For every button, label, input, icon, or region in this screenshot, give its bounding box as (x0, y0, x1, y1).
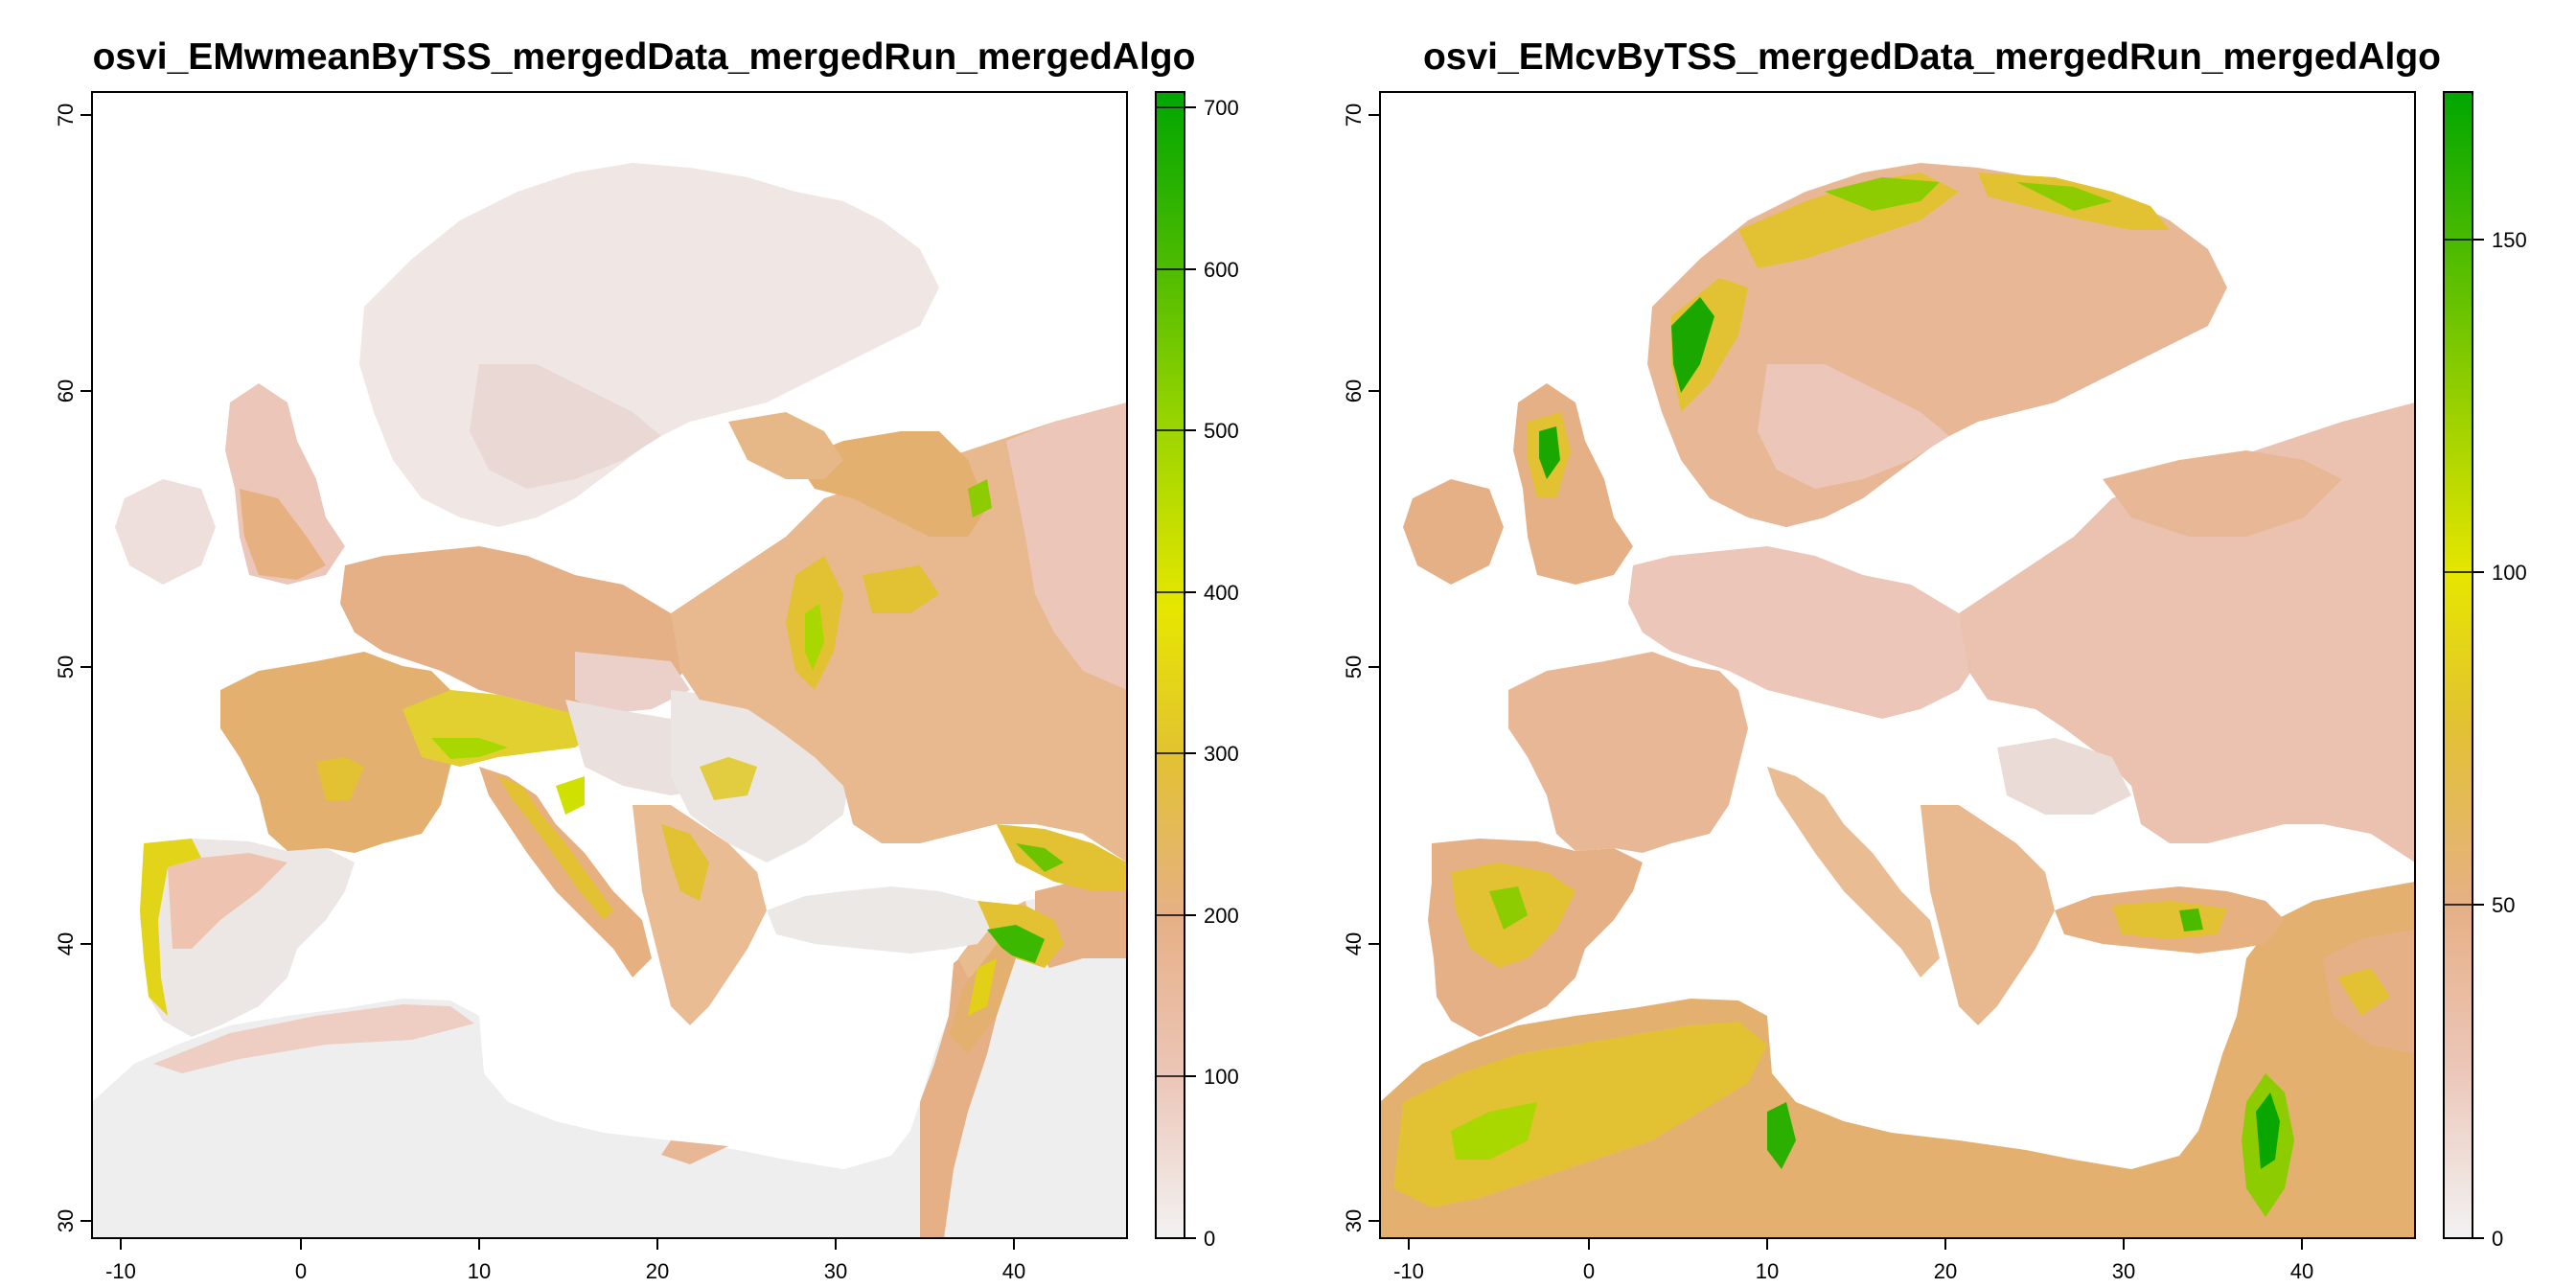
legend-tick-label: 100 (2492, 561, 2527, 585)
legend-tick-label: 0 (2492, 1227, 2503, 1251)
x-axis: -10 0 10 20 30 40 (105, 1238, 1025, 1283)
x-tick-label: 30 (824, 1259, 847, 1283)
x-tick-label: -10 (1393, 1259, 1424, 1283)
y-tick-label: 40 (1342, 932, 1366, 955)
y-tick-label: 70 (54, 104, 78, 126)
panel-title: osvi_EMcvByTSS_mergedData_mergedRun_merg… (1422, 36, 2441, 78)
legend-tick-label: 500 (1204, 419, 1239, 443)
y-tick-label: 50 (1342, 656, 1366, 678)
y-tick-label: 60 (1342, 380, 1366, 402)
plot-frame (1379, 91, 2416, 1239)
raster-map (92, 163, 1127, 1238)
map-panel-mean: osvi_EMwmeanByTSS_mergedData_mergedRun_m… (54, 36, 1239, 1283)
x-axis: -10 0 10 20 30 40 (1393, 1238, 2313, 1283)
legend-tick-label: 700 (1204, 96, 1239, 120)
y-tick-label: 30 (1342, 1209, 1366, 1232)
x-tick-label: 10 (1756, 1259, 1779, 1283)
legend-tick-label: 0 (1204, 1227, 1215, 1251)
x-tick-label: 10 (468, 1259, 491, 1283)
legend-tick-label: 50 (2492, 893, 2515, 917)
y-tick-label: 40 (54, 932, 78, 955)
x-tick-label: 20 (1934, 1259, 1957, 1283)
legend-tick-label: 150 (2492, 228, 2527, 252)
legend-tick-label: 400 (1204, 581, 1239, 605)
legend-tick-label: 600 (1204, 258, 1239, 282)
x-tick-label: 30 (2112, 1259, 2135, 1283)
map-panel-cv: osvi_EMcvByTSS_mergedData_mergedRun_merg… (1288, 0, 2576, 1288)
plot-frame (91, 91, 1128, 1239)
map-canvas: -10 0 10 20 30 40 30 40 50 60 70 (1342, 91, 2527, 1283)
color-legend: 0 100 200 300 400 500 600 700 (1155, 91, 1239, 1251)
x-tick-label: 40 (1002, 1259, 1025, 1283)
y-tick-label: 70 (1342, 104, 1366, 126)
y-axis: 30 40 50 60 70 (1342, 104, 1380, 1232)
legend-tick-label: 300 (1204, 742, 1239, 766)
legend-tick-label: 100 (1204, 1065, 1239, 1089)
y-tick-label: 50 (54, 656, 78, 678)
x-tick-label: 0 (1583, 1259, 1595, 1283)
x-tick-label: -10 (105, 1259, 136, 1283)
raster-map (1380, 163, 2415, 1238)
x-tick-label: 0 (295, 1259, 307, 1283)
color-legend: 0 50 100 150 (2443, 91, 2527, 1251)
x-tick-label: 20 (646, 1259, 669, 1283)
y-tick-label: 60 (54, 380, 78, 402)
panel-title: osvi_EMwmeanByTSS_mergedData_mergedRun_m… (92, 36, 1196, 78)
x-tick-label: 40 (2290, 1259, 2313, 1283)
map-canvas: -10 0 10 20 30 40 30 40 50 60 70 (54, 91, 1239, 1283)
legend-tick-label: 200 (1204, 904, 1239, 928)
legend-colorbar (2443, 91, 2473, 1239)
y-tick-label: 30 (54, 1209, 78, 1232)
y-axis: 30 40 50 60 70 (54, 104, 92, 1232)
legend-colorbar (1155, 91, 1185, 1239)
